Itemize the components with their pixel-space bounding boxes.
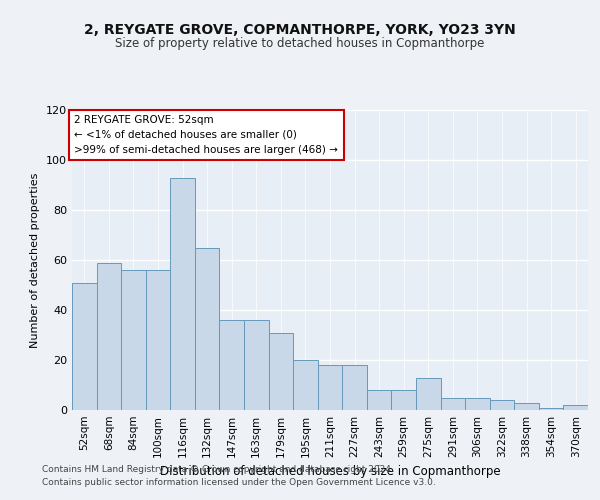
- Bar: [563, 405, 588, 410]
- Bar: [416, 378, 440, 410]
- Bar: [244, 320, 269, 410]
- Bar: [490, 400, 514, 410]
- Bar: [293, 360, 318, 410]
- Text: Size of property relative to detached houses in Copmanthorpe: Size of property relative to detached ho…: [115, 38, 485, 51]
- Bar: [391, 390, 416, 410]
- Text: 2 REYGATE GROVE: 52sqm
← <1% of detached houses are smaller (0)
>99% of semi-det: 2 REYGATE GROVE: 52sqm ← <1% of detached…: [74, 115, 338, 154]
- Bar: [220, 320, 244, 410]
- Bar: [195, 248, 220, 410]
- Bar: [514, 402, 539, 410]
- Bar: [72, 282, 97, 410]
- Bar: [539, 408, 563, 410]
- Bar: [121, 270, 146, 410]
- Bar: [146, 270, 170, 410]
- Bar: [269, 332, 293, 410]
- Bar: [440, 398, 465, 410]
- Text: 2, REYGATE GROVE, COPMANTHORPE, YORK, YO23 3YN: 2, REYGATE GROVE, COPMANTHORPE, YORK, YO…: [84, 22, 516, 36]
- Bar: [318, 365, 342, 410]
- Text: Contains HM Land Registry data © Crown copyright and database right 2024.: Contains HM Land Registry data © Crown c…: [42, 466, 394, 474]
- Bar: [367, 390, 391, 410]
- Bar: [465, 398, 490, 410]
- Y-axis label: Number of detached properties: Number of detached properties: [31, 172, 40, 348]
- Text: Contains public sector information licensed under the Open Government Licence v3: Contains public sector information licen…: [42, 478, 436, 487]
- X-axis label: Distribution of detached houses by size in Copmanthorpe: Distribution of detached houses by size …: [160, 466, 500, 478]
- Bar: [170, 178, 195, 410]
- Bar: [342, 365, 367, 410]
- Bar: [97, 262, 121, 410]
